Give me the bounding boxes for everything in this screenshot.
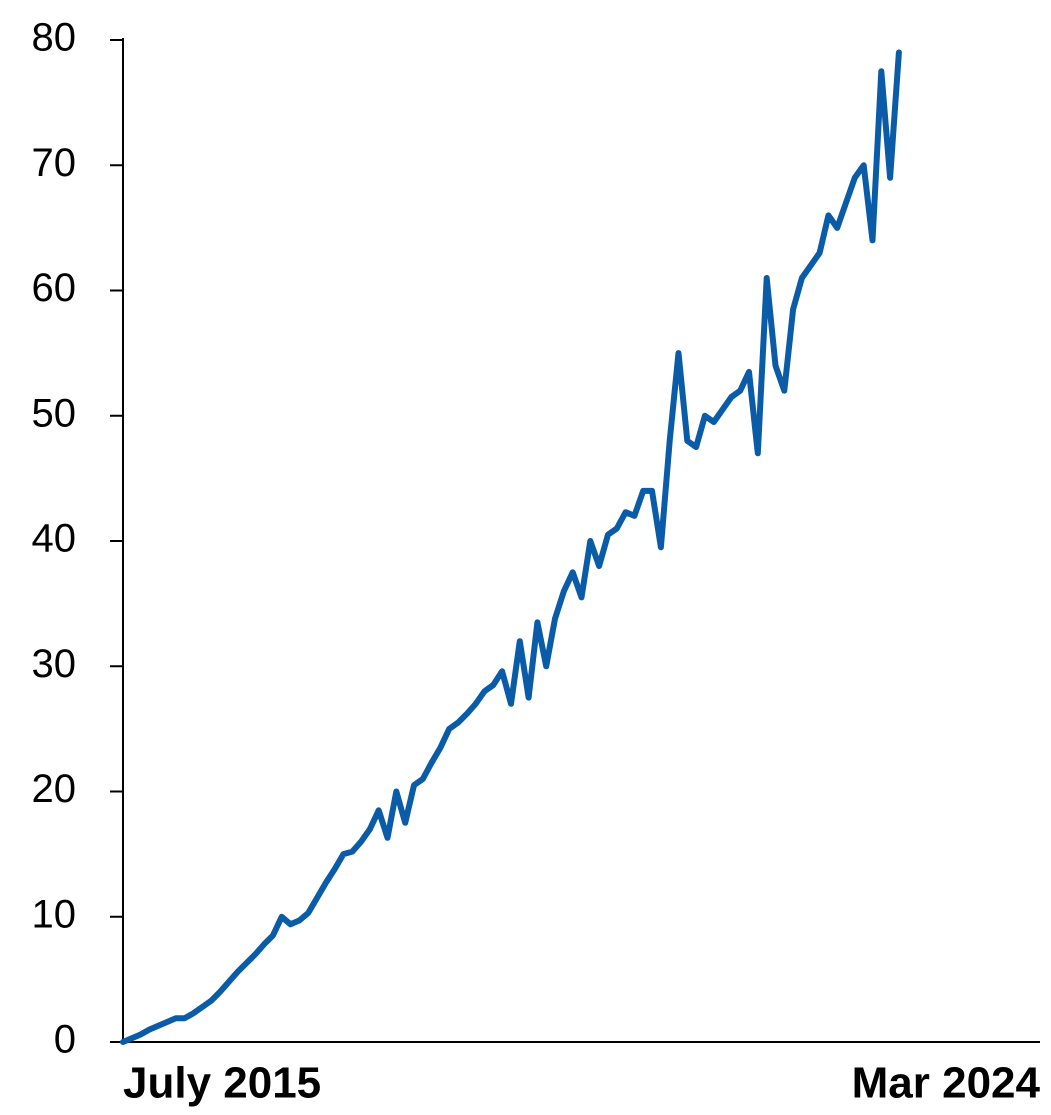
y-tick-label: 50 <box>32 391 77 435</box>
y-tick-label: 80 <box>32 16 77 60</box>
x-tick-label: Mar 2024 <box>852 1059 1041 1108</box>
line <box>120 49 902 1045</box>
y-tick-label: 40 <box>32 517 77 561</box>
y-tick-label: 70 <box>32 141 77 185</box>
y-tick-label: 20 <box>32 767 77 811</box>
y-tick-label: 10 <box>32 892 77 936</box>
y-tick-label: 30 <box>32 642 77 686</box>
y-tick-label: 0 <box>54 1018 76 1062</box>
x-tick-label: July 2015 <box>123 1059 321 1108</box>
y-tick-label: 60 <box>32 266 77 310</box>
